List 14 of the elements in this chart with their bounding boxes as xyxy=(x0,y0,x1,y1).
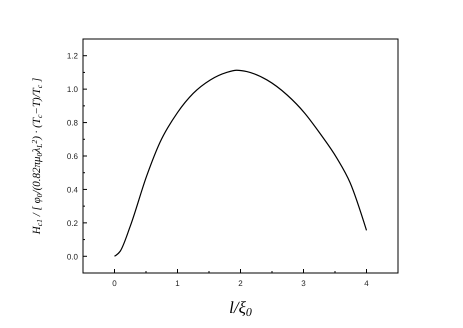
x-tick-label: 2 xyxy=(238,279,244,288)
y-tick-label: 0.6 xyxy=(66,152,79,161)
x-axis-title: l/ξ$_{0}$ xyxy=(229,298,252,319)
y-tick-label: 1.2 xyxy=(66,52,79,61)
x-tick-label: 4 xyxy=(364,279,370,288)
line-series xyxy=(114,70,368,257)
x-tick-label: 3 xyxy=(301,279,306,288)
y-tick-label: 0.0 xyxy=(66,252,79,262)
y-tick-label: 0.8 xyxy=(66,118,79,128)
y-tick-label: 1.0 xyxy=(66,85,79,94)
x-tick-label: 0 xyxy=(112,279,118,288)
y-tick-label: 0.4 xyxy=(66,185,79,194)
x-tick-label: 1 xyxy=(175,279,180,288)
y-tick-label: 0.2 xyxy=(66,218,79,228)
